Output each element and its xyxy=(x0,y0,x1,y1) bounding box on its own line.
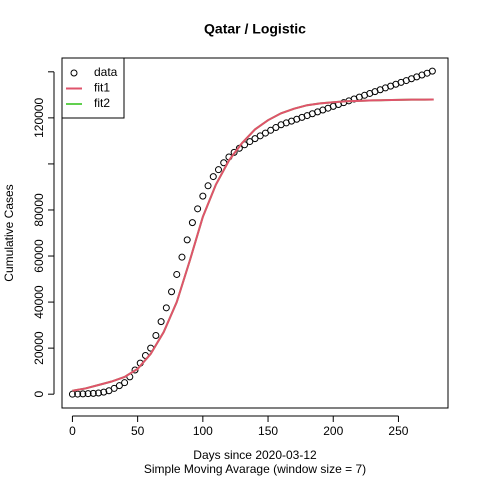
fit-line xyxy=(72,98,434,392)
chart-title: Qatar / Logistic xyxy=(204,21,306,37)
data-point xyxy=(84,390,92,398)
x-tick-label: 150 xyxy=(258,424,278,438)
data-point xyxy=(272,124,280,132)
data-point xyxy=(188,219,196,227)
data-point xyxy=(115,382,123,390)
x-tick-label: 250 xyxy=(388,424,408,438)
legend-label: fit1 xyxy=(94,81,110,95)
data-point xyxy=(230,148,238,156)
data-point xyxy=(100,388,108,396)
y-tick-label: 40000 xyxy=(32,285,46,319)
data-point xyxy=(168,288,176,296)
data-point xyxy=(204,182,212,190)
data-point xyxy=(110,384,118,392)
data-point xyxy=(214,166,222,174)
y-tick-label: 20000 xyxy=(32,331,46,365)
x-tick-label: 100 xyxy=(193,424,213,438)
data-point xyxy=(95,389,103,397)
data-point xyxy=(68,390,76,398)
data-point xyxy=(162,304,170,312)
x-tick-label: 50 xyxy=(131,424,145,438)
x-tick-label: 200 xyxy=(323,424,343,438)
data-point xyxy=(157,318,165,326)
data-point xyxy=(152,331,160,339)
y-tick-label: 0 xyxy=(32,391,46,398)
data-point xyxy=(267,126,275,134)
y-axis-label: Cumulative Cases xyxy=(2,184,16,281)
data-point xyxy=(256,132,264,140)
legend-symbol xyxy=(70,69,78,77)
data-point xyxy=(178,253,186,261)
y-tick-label: 80000 xyxy=(32,193,46,227)
data-point xyxy=(131,366,139,374)
x-tick-label: 0 xyxy=(69,424,76,438)
data-point xyxy=(89,389,97,397)
data-point xyxy=(251,135,259,143)
data-point xyxy=(79,390,87,398)
fit-line xyxy=(72,98,434,392)
data-point xyxy=(246,138,254,146)
data-point xyxy=(261,129,269,137)
data-point xyxy=(428,67,436,75)
plot-frame xyxy=(61,57,449,409)
legend-label: data xyxy=(94,65,118,79)
x-axis-label: Days since 2020-03-12 xyxy=(193,448,317,462)
subtitle: Simple Moving Avarage (window size = 7) xyxy=(144,462,366,476)
data-point xyxy=(173,270,181,278)
data-point xyxy=(74,390,82,398)
data-point xyxy=(199,192,207,200)
y-tick-label: 120000 xyxy=(32,98,46,138)
y-tick-label: 60000 xyxy=(32,239,46,273)
legend-label: fit2 xyxy=(94,96,110,110)
data-point xyxy=(183,236,191,244)
data-point xyxy=(194,205,202,213)
data-point xyxy=(121,379,129,387)
data-point xyxy=(209,173,217,181)
